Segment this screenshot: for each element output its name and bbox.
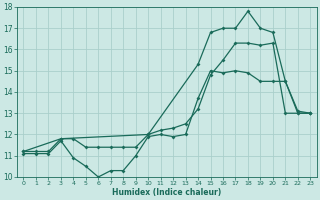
X-axis label: Humidex (Indice chaleur): Humidex (Indice chaleur) <box>112 188 221 197</box>
